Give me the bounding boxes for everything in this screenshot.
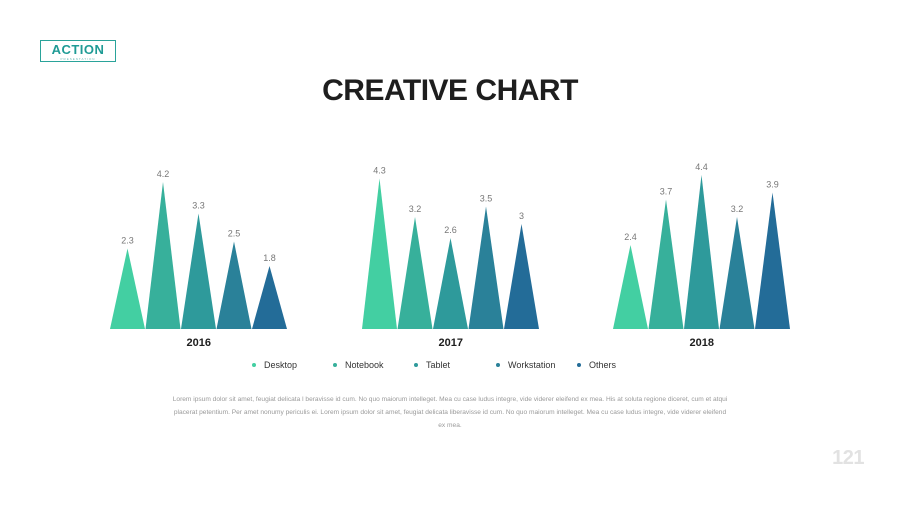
bar-2017-workstation [468, 206, 504, 329]
chart-group-2018: 2.4 3.7 4.4 3.2 3.9 2018 [613, 162, 790, 349]
chart-group-2016: 2.3 4.2 3.3 2.5 1.8 2016 [110, 169, 287, 349]
legend-dot-tablet [414, 363, 418, 367]
page-title: CREATIVE CHART [322, 74, 578, 107]
bar-2018-tablet [684, 175, 719, 329]
legend-dot-others [577, 363, 581, 367]
logo-subtitle: PRESENTATION [60, 57, 96, 61]
legend-label-notebook: Notebook [345, 360, 384, 370]
data-label-2018-workstation: 3.2 [731, 204, 744, 214]
chart-legend: Desktop Notebook Tablet Workstation Others [0, 358, 900, 372]
legend-dot-notebook [333, 363, 337, 367]
group-label-2018: 2018 [690, 337, 714, 349]
bar-2017-tablet [433, 238, 468, 329]
bar-2016-workstation [216, 241, 252, 329]
bar-2018-desktop [613, 245, 648, 329]
data-label-2016-desktop: 2.3 [121, 236, 134, 246]
bar-2016-tablet [181, 213, 216, 329]
data-label-2016-others: 1.8 [263, 253, 276, 263]
legend-label-tablet: Tablet [426, 360, 451, 370]
page-number: 121 [832, 447, 864, 469]
data-label-2017-others: 3 [519, 211, 524, 221]
legend-label-others: Others [589, 360, 617, 370]
data-label-2016-workstation: 2.5 [228, 229, 241, 239]
data-label-2016-notebook: 4.2 [157, 169, 170, 179]
bar-2016-others [252, 266, 287, 329]
data-label-2018-others: 3.9 [766, 180, 779, 190]
data-label-2018-tablet: 4.4 [695, 162, 708, 172]
data-label-2017-desktop: 4.3 [373, 166, 386, 176]
group-label-2016: 2016 [187, 337, 211, 349]
bar-2018-workstation [719, 217, 755, 329]
body-paragraph: Lorem ipsum dolor sit amet, feugiat deli… [172, 396, 728, 429]
data-label-2017-workstation: 3.5 [480, 194, 493, 204]
data-label-2017-tablet: 2.6 [444, 225, 457, 235]
bar-2017-others [504, 224, 539, 329]
bar-2016-notebook [145, 182, 181, 329]
legend-dot-workstation [496, 363, 500, 367]
data-label-2016-tablet: 3.3 [192, 201, 205, 211]
bar-2017-notebook [397, 217, 433, 329]
legend-dot-desktop [252, 363, 256, 367]
group-label-2017: 2017 [439, 337, 463, 349]
bar-2016-desktop [110, 248, 145, 329]
data-label-2017-notebook: 3.2 [409, 204, 422, 214]
data-label-2018-notebook: 3.7 [660, 187, 673, 197]
chart-group-2017: 4.3 3.2 2.6 3.5 3 2017 [362, 166, 539, 349]
data-label-2018-desktop: 2.4 [624, 232, 637, 242]
action-logo: ACTION PRESENTATION [40, 40, 116, 62]
bar-2017-desktop [362, 178, 397, 329]
logo-word: ACTION [51, 42, 105, 57]
bar-2018-notebook [648, 199, 684, 329]
legend-label-workstation: Workstation [508, 360, 556, 370]
bar-2018-others [755, 192, 790, 329]
legend-label-desktop: Desktop [264, 360, 298, 370]
